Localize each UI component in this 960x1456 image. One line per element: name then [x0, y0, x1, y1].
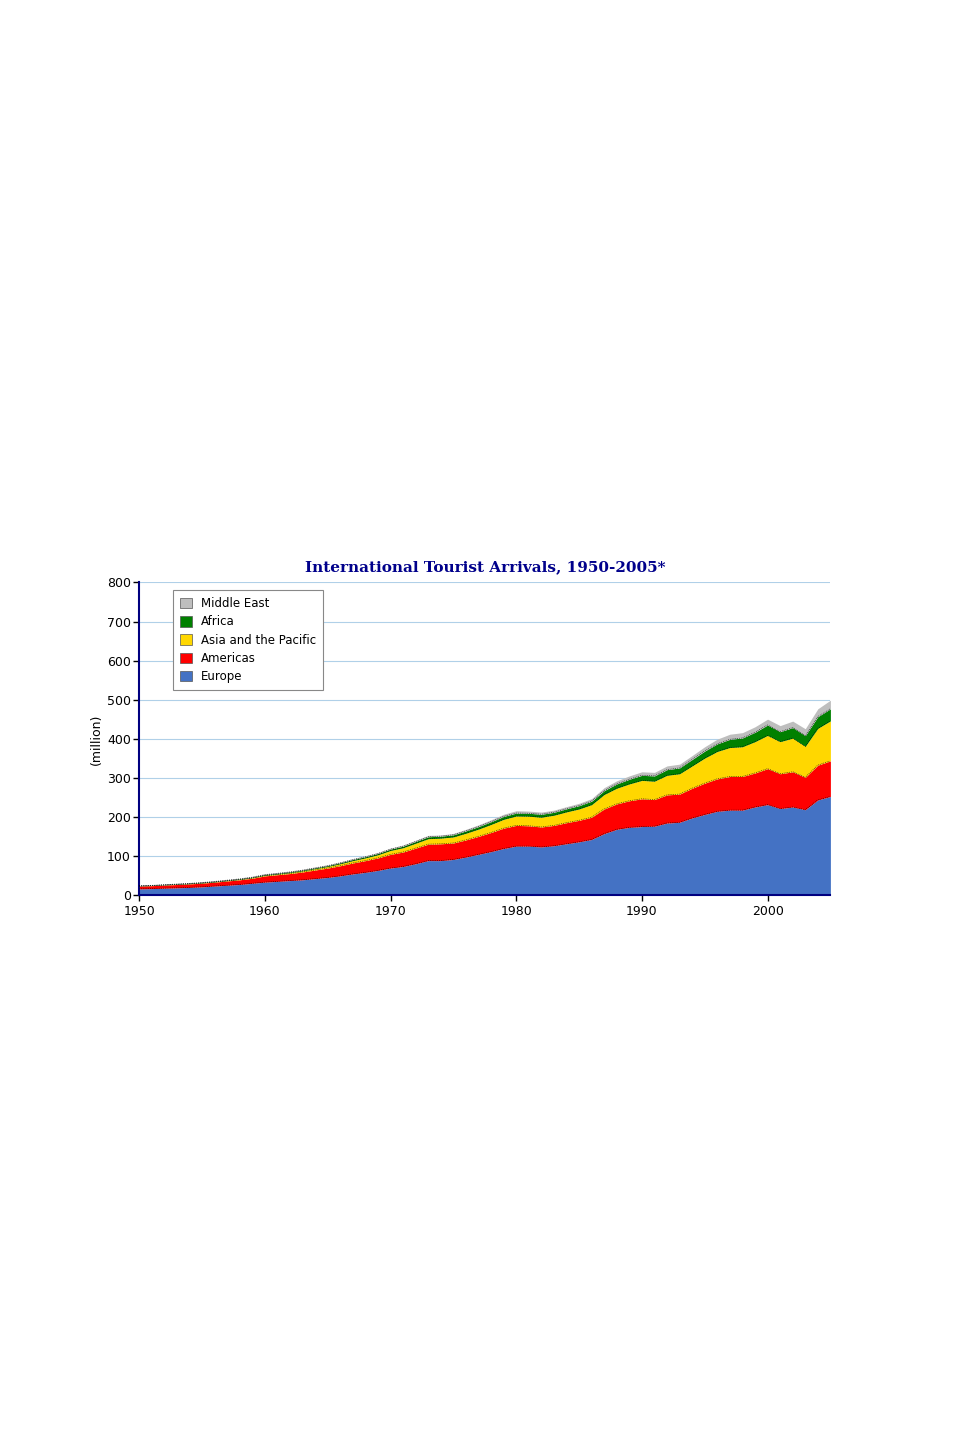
Y-axis label: (million): (million) — [89, 713, 103, 764]
Legend: Middle East, Africa, Asia and the Pacific, Americas, Europe: Middle East, Africa, Asia and the Pacifi… — [173, 590, 324, 690]
Title: International Tourist Arrivals, 1950-2005*: International Tourist Arrivals, 1950-200… — [304, 561, 665, 574]
